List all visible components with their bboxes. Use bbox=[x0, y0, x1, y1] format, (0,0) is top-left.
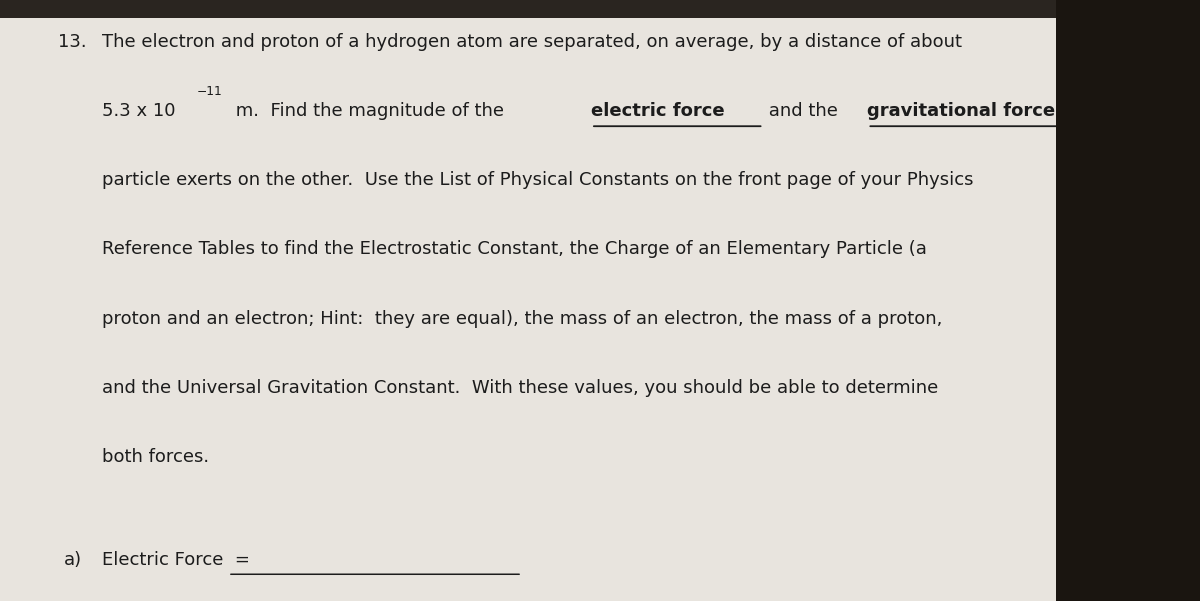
Text: Reference Tables to find the Electrostatic Constant, the Charge of an Elementary: Reference Tables to find the Electrostat… bbox=[102, 240, 926, 258]
Text: m.  Find the magnitude of the: m. Find the magnitude of the bbox=[230, 102, 510, 120]
Text: proton and an electron; Hint:  they are equal), the mass of an electron, the mas: proton and an electron; Hint: they are e… bbox=[102, 310, 942, 328]
Text: electric force: electric force bbox=[592, 102, 725, 120]
Text: −11: −11 bbox=[197, 85, 222, 99]
Text: that each: that each bbox=[1110, 102, 1200, 120]
Text: and the: and the bbox=[763, 102, 844, 120]
Text: particle exerts on the other.  Use the List of Physical Constants on the front p: particle exerts on the other. Use the Li… bbox=[102, 171, 973, 189]
Text: The electron and proton of a hydrogen atom are separated, on average, by a dista: The electron and proton of a hydrogen at… bbox=[102, 33, 962, 51]
Text: Electric Force  =: Electric Force = bbox=[102, 552, 250, 569]
Text: 13.: 13. bbox=[58, 33, 86, 51]
Text: a): a) bbox=[64, 552, 82, 569]
Text: and the Universal Gravitation Constant.  With these values, you should be able t: and the Universal Gravitation Constant. … bbox=[102, 379, 938, 397]
Text: 5.3 x 10: 5.3 x 10 bbox=[102, 102, 175, 120]
Text: gravitational force: gravitational force bbox=[868, 102, 1056, 120]
Text: both forces.: both forces. bbox=[102, 448, 209, 466]
